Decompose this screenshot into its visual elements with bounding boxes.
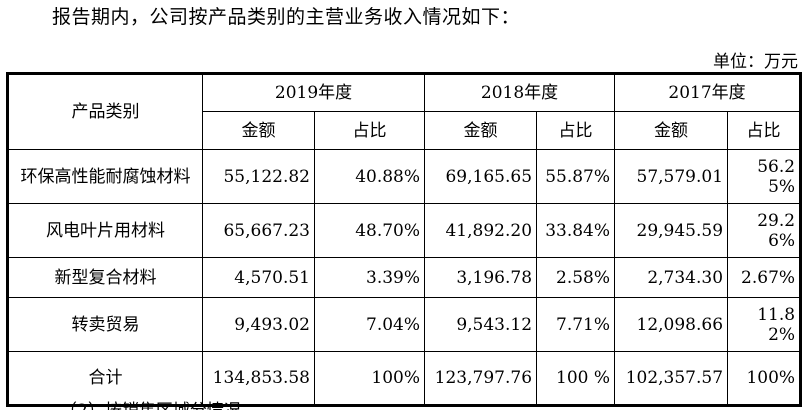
ratio-2018-cell: 33.84% xyxy=(536,203,616,258)
amount-2018-cell: 3,196.78 xyxy=(424,257,538,298)
table-row-total: 合计 134,853.58 100% 123,797.76 100 % 102,… xyxy=(7,351,802,406)
amount-2017-cell: 29,945.59 xyxy=(614,203,729,258)
row-category-name: 合计 xyxy=(7,351,203,406)
amount-2017-cell: 12,098.66 xyxy=(614,297,729,352)
ratio-2019-cell: 40.88% xyxy=(313,149,426,204)
intro-paragraph: 报告期内，公司按产品类别的主营业务收入情况如下： xyxy=(52,6,521,28)
ratio-header-2019: 占比 xyxy=(313,111,426,150)
amount-2019-cell: 55,122.82 xyxy=(202,149,315,204)
year-header-2017: 2017年度 xyxy=(614,73,802,112)
amount-2019-cell: 65,667.23 xyxy=(202,203,315,258)
ratio-2017-cell: 100% xyxy=(727,351,802,406)
ratio-2019-cell: 3.39% xyxy=(313,257,426,298)
year-header-2019: 2019年度 xyxy=(201,73,426,112)
ratio-2018-cell: 55.87% xyxy=(536,149,616,204)
ratio-2017-cell: 11.82% xyxy=(727,297,802,352)
row-category-name: 新型复合材料 xyxy=(7,257,203,298)
ratio-2018-cell: 7.71% xyxy=(536,297,616,352)
amount-2017-cell: 2,734.30 xyxy=(614,257,729,298)
ratio-2017-cell: 29.26% xyxy=(727,203,802,258)
amount-2018-cell: 123,797.76 xyxy=(424,351,538,406)
table-row: 风电叶片用材料 65,667.23 48.70% 41,892.20 33.84… xyxy=(7,203,802,258)
row-category-name: 转卖贸易 xyxy=(7,297,203,352)
ratio-2019-cell: 100% xyxy=(313,351,426,406)
ratio-2019-cell: 7.04% xyxy=(313,297,426,352)
header-row-subheaders: 金额 占比 金额 占比 金额 占比 xyxy=(8,111,802,150)
table-row: 新型复合材料 4,570.51 3.39% 3,196.78 2.58% 2,7… xyxy=(7,257,802,298)
amount-2019-cell: 4,570.51 xyxy=(202,257,315,298)
amount-2019-cell: 134,853.58 xyxy=(202,351,315,406)
revenue-by-category-table: 产品类别 2019年度 2018年度 2017年度 金额 占比 金额 占比 金额… xyxy=(6,72,803,407)
category-header: 产品类别 xyxy=(7,73,203,150)
ratio-2018-cell: 100 % xyxy=(536,351,616,406)
ratio-2019-cell: 48.70% xyxy=(313,203,426,258)
amount-header-2019: 金额 xyxy=(202,111,315,150)
ratio-2018-cell: 2.58% xyxy=(536,257,616,298)
amount-2018-cell: 41,892.20 xyxy=(424,203,538,258)
unit-label: 单位：万元 xyxy=(713,52,798,72)
amount-header-2018: 金额 xyxy=(424,111,538,150)
ratio-2017-cell: 56.25% xyxy=(727,149,802,204)
ratio-2017-cell: 2.67% xyxy=(727,257,802,298)
amount-2017-cell: 57,579.01 xyxy=(614,149,729,204)
table-row: 转卖贸易 9,493.02 7.04% 9,543.12 7.71% 12,09… xyxy=(7,297,802,352)
year-header-2018: 2018年度 xyxy=(424,73,616,112)
amount-header-2017: 金额 xyxy=(614,111,729,150)
row-category-name: 环保高性能耐腐蚀材料 xyxy=(7,149,203,204)
amount-2018-cell: 9,543.12 xyxy=(424,297,538,352)
amount-2018-cell: 69,165.65 xyxy=(424,149,538,204)
row-category-name: 风电叶片用材料 xyxy=(7,203,203,258)
amount-2017-cell: 102,357.57 xyxy=(614,351,729,406)
next-section-heading: （2）按销售区域分情况 xyxy=(60,401,241,410)
ratio-header-2017: 占比 xyxy=(727,111,802,150)
table-row: 环保高性能耐腐蚀材料 55,122.82 40.88% 69,165.65 55… xyxy=(7,149,802,204)
amount-2019-cell: 9,493.02 xyxy=(202,297,315,352)
header-row-years: 产品类别 2019年度 2018年度 2017年度 xyxy=(7,73,802,150)
ratio-header-2018: 占比 xyxy=(536,111,616,150)
